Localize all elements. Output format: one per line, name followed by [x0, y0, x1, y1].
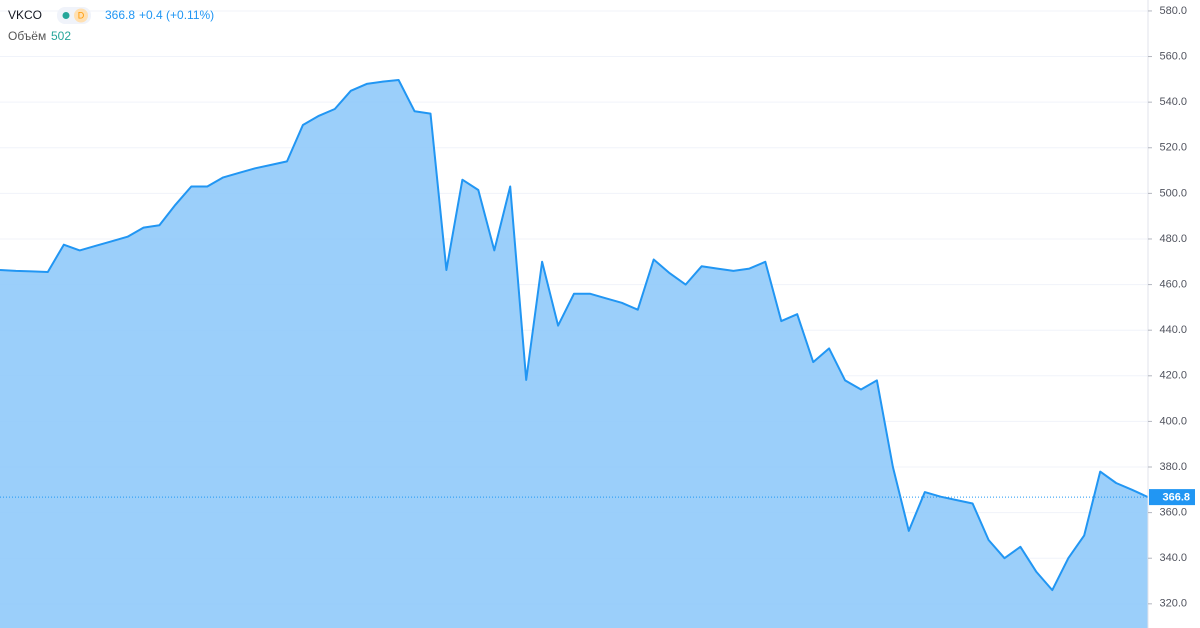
- last-price-tag: [1149, 489, 1195, 506]
- y-tick-label: 420.0: [1159, 370, 1187, 382]
- y-tick-label: 580.0: [1159, 5, 1187, 17]
- y-tick-label: 460.0: [1159, 278, 1187, 290]
- last-price: 366.8: [105, 8, 135, 22]
- interval-badge: [74, 8, 88, 23]
- volume: 502: [51, 29, 71, 43]
- y-tick-label: 500.0: [1159, 187, 1187, 199]
- area-fill: [0, 80, 1148, 628]
- last-price-tag-label: 366.8: [1162, 492, 1190, 504]
- y-tick-label: 540.0: [1159, 96, 1187, 108]
- y-tick-label: 360.0: [1159, 507, 1187, 519]
- y-tick-label: 340.0: [1159, 552, 1187, 564]
- y-tick-label: 520.0: [1159, 142, 1187, 154]
- change: +0.4 (+0.11%): [139, 8, 214, 22]
- market-dot: [62, 12, 70, 19]
- price-line: [0, 79, 1149, 592]
- y-tick-label: 380.0: [1159, 461, 1187, 473]
- symbol: VKCO: [8, 8, 42, 22]
- y-tick-label: 480.0: [1159, 233, 1187, 245]
- volume-label: Объём: [8, 29, 46, 43]
- plot: [0, 79, 1149, 628]
- y-tick-label: 320.0: [1159, 598, 1187, 610]
- price-axis: 320.0 340.0 360.0 380.0 400.0 420.0 440.0 460.0…: [1148, 5, 1195, 610]
- y-tick-label: 400.0: [1159, 415, 1187, 427]
- interval: D: [78, 10, 85, 20]
- y-tick-label: 440.0: [1159, 324, 1187, 336]
- y-tick-label: 560.0: [1159, 50, 1187, 62]
